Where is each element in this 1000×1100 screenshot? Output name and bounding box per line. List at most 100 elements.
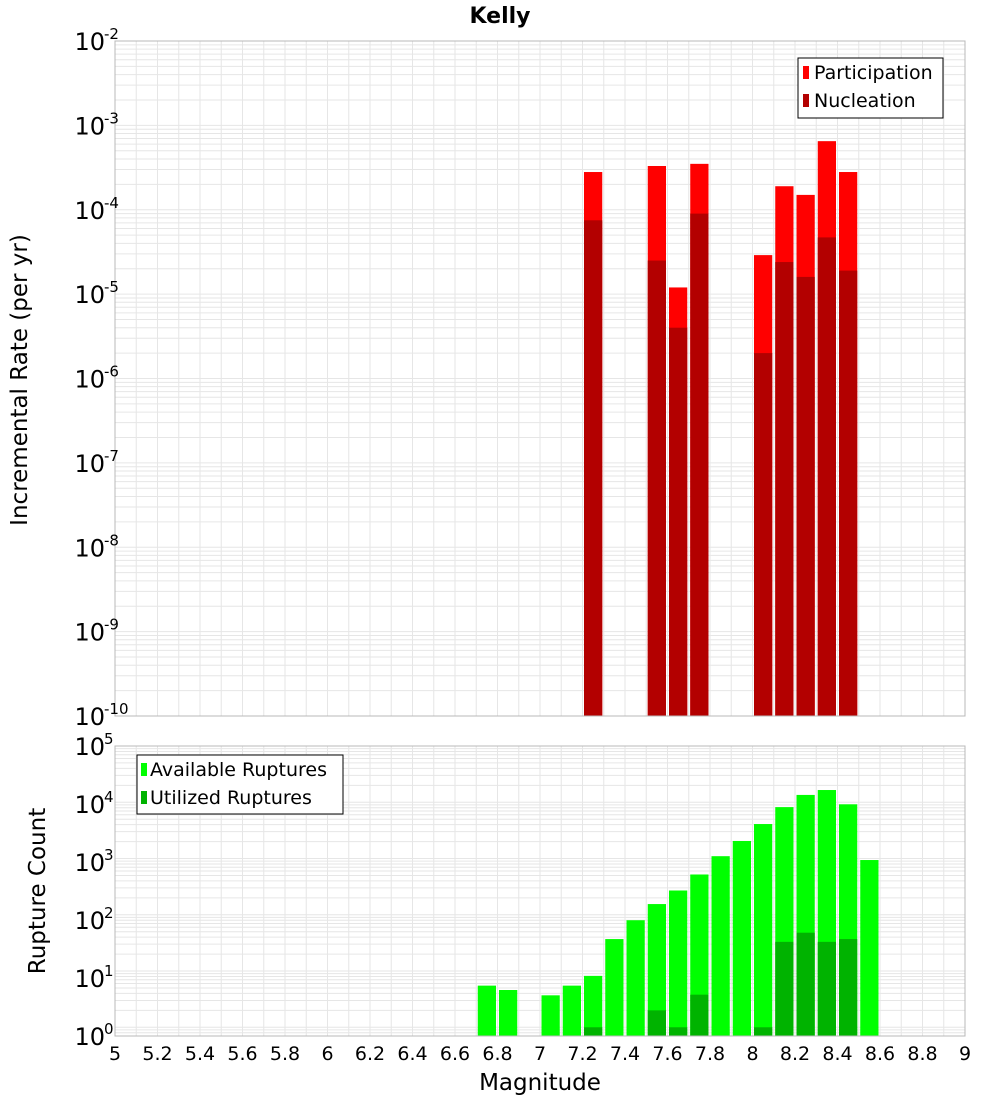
x-tick-label: 7.4	[610, 1043, 640, 1065]
legend-swatch-nucleation	[803, 94, 809, 107]
legend-label-participation: Participation	[814, 62, 933, 84]
top-y-tick-label: 10 -7	[74, 447, 119, 478]
y-tick-base: 10	[74, 197, 105, 225]
available-ruptures-bar	[754, 824, 773, 1036]
y-tick-exponent: -6	[104, 363, 119, 381]
available-ruptures-bar	[477, 985, 496, 1036]
top-legend-box	[797, 57, 944, 119]
bottom-y-axis-title: Rupture Count	[25, 808, 51, 974]
nucleation-bar	[796, 276, 815, 716]
y-tick-base: 10	[74, 1023, 105, 1051]
y-tick-base: 10	[74, 733, 105, 761]
nucleation-bar	[839, 270, 858, 716]
available-ruptures-bar	[499, 990, 518, 1036]
utilized-ruptures-bar	[647, 1010, 666, 1036]
x-tick-label: 6.8	[482, 1043, 512, 1065]
available-ruptures-bar	[860, 860, 879, 1036]
legend-label-nucleation: Nucleation	[814, 90, 916, 112]
y-tick-exponent: 4	[104, 788, 114, 806]
y-tick-exponent: -9	[104, 616, 119, 634]
nucleation-bar	[754, 353, 773, 716]
x-tick-label: 8.2	[780, 1043, 810, 1065]
x-tick-label: 8.4	[822, 1043, 852, 1065]
y-tick-exponent: -8	[104, 531, 119, 549]
y-tick-exponent: 0	[104, 1020, 114, 1038]
legend-swatch-participation	[803, 66, 809, 79]
bottom-legend-box	[136, 754, 344, 815]
bottom-y-tick-label: 10 1	[74, 962, 113, 993]
top-y-tick-label: 10 -6	[74, 363, 119, 394]
legend-label-available: Available Ruptures	[150, 759, 327, 781]
top-y-tick-label: 10 -4	[74, 194, 119, 225]
x-tick-label: 6.6	[440, 1043, 470, 1065]
available-ruptures-bar	[732, 840, 751, 1036]
y-tick-exponent: -5	[104, 278, 119, 296]
nucleation-bar	[775, 262, 794, 716]
utilized-ruptures-bar	[796, 932, 815, 1036]
bottom-legend: Available Ruptures Utilized Ruptures	[136, 754, 344, 815]
top-plot-frame	[114, 40, 966, 717]
legend-label-utilized: Utilized Ruptures	[150, 787, 312, 809]
available-ruptures-bar	[711, 856, 730, 1036]
x-tick-label: 5.8	[270, 1043, 300, 1065]
legend-swatch-utilized	[141, 791, 147, 804]
legend-swatch-available	[141, 763, 147, 776]
top-y-axis-title: Incremental Rate (per yr)	[7, 234, 33, 526]
top-y-tick-label: 10 -10	[74, 700, 128, 731]
x-tick-label: 7.2	[567, 1043, 597, 1065]
x-tick-label: 8.6	[865, 1043, 895, 1065]
x-tick-label: 5	[109, 1043, 121, 1065]
available-ruptures-bar	[541, 995, 560, 1036]
top-plot-bars	[584, 141, 858, 717]
available-ruptures-bar	[605, 939, 624, 1036]
top-y-tick-label: 10 -2	[74, 25, 119, 56]
nucleation-bar	[690, 213, 709, 717]
bottom-y-tick-label: 10 4	[74, 788, 113, 819]
chart-title: Kelly	[469, 4, 530, 29]
y-tick-exponent: -4	[104, 194, 119, 212]
y-tick-exponent: 2	[104, 904, 114, 922]
available-ruptures-bar	[584, 975, 603, 1036]
top-legend: Participation Nucleation	[797, 57, 944, 119]
available-ruptures-bar	[626, 920, 645, 1036]
y-tick-base: 10	[74, 703, 105, 731]
x-tick-label: 5.6	[227, 1043, 257, 1065]
available-ruptures-bar	[562, 985, 581, 1036]
x-axis-title: Magnitude	[479, 1070, 601, 1096]
x-tick-label: 7.8	[695, 1043, 725, 1065]
bottom-plot-bars	[477, 790, 879, 1036]
utilized-ruptures-bar	[690, 994, 709, 1036]
utilized-ruptures-bar	[817, 941, 836, 1036]
top-plot-grid	[114, 40, 966, 717]
bottom-y-tick-label: 10 5	[74, 730, 113, 761]
utilized-ruptures-bar	[775, 941, 794, 1036]
x-tick-label: 7	[534, 1043, 546, 1065]
available-ruptures-bar	[669, 890, 688, 1036]
bottom-plot-frame	[114, 745, 966, 1037]
x-tick-label: 6	[321, 1043, 333, 1065]
x-tick-label: 5.4	[185, 1043, 215, 1065]
top-y-tick-label: 10 -9	[74, 616, 119, 647]
y-tick-exponent: 3	[104, 846, 114, 864]
y-tick-base: 10	[74, 366, 105, 394]
utilized-ruptures-bar	[584, 1027, 603, 1036]
x-tick-label: 7.6	[652, 1043, 682, 1065]
nucleation-bar	[584, 220, 603, 717]
x-tick-label: 6.4	[397, 1043, 427, 1065]
y-tick-base: 10	[74, 619, 105, 647]
top-y-axis-ticks: 10-210-310-410-510-610-710-810-910-10	[74, 25, 128, 731]
y-tick-base: 10	[74, 534, 105, 562]
y-tick-base: 10	[74, 849, 105, 877]
bottom-y-tick-label: 10 2	[74, 904, 113, 935]
x-tick-label: 9	[959, 1043, 971, 1065]
bottom-y-tick-label: 10 0	[74, 1020, 113, 1051]
y-tick-base: 10	[74, 907, 105, 935]
nucleation-bar	[669, 327, 688, 716]
available-ruptures-bar	[647, 904, 666, 1036]
y-tick-exponent: -7	[104, 447, 119, 465]
y-tick-exponent: -3	[104, 109, 119, 127]
x-tick-label: 8	[746, 1043, 758, 1065]
nucleation-bar	[647, 260, 666, 716]
